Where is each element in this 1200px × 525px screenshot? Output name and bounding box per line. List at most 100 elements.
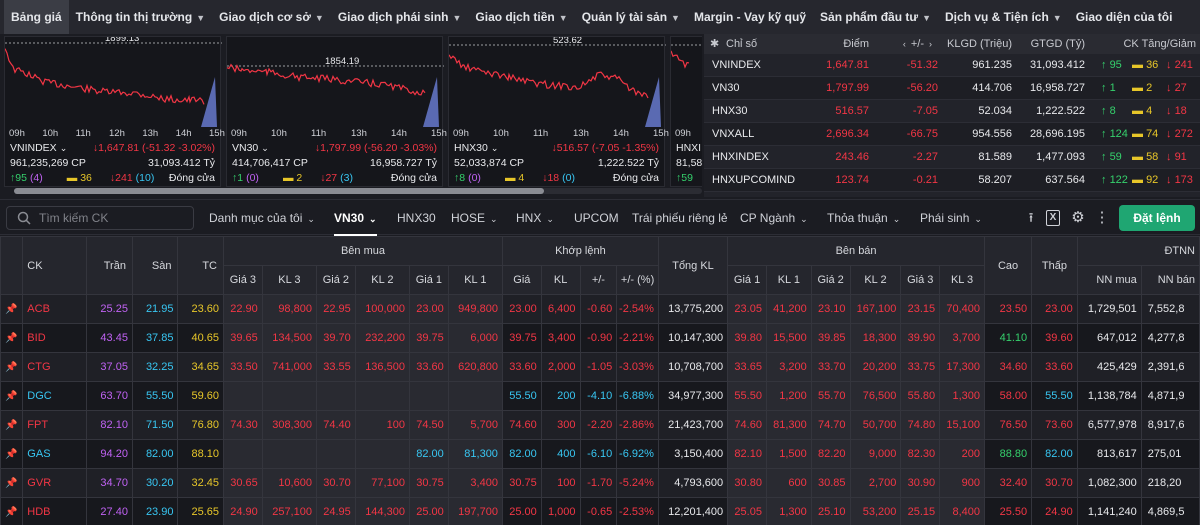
bid-v1-cell[interactable]: 197,700 bbox=[447, 497, 503, 525]
nav-item-8[interactable]: Dịch vụ & Tiện ích ▼ bbox=[938, 0, 1069, 34]
upload-icon[interactable]: ⭱ bbox=[1028, 210, 1034, 225]
bid-b2-cell[interactable]: 33.55 bbox=[315, 352, 356, 382]
ask-av3-cell[interactable]: 1,300 bbox=[939, 381, 985, 411]
bid-b1-cell[interactable]: 23.00 bbox=[408, 294, 449, 324]
bid-v3-cell[interactable] bbox=[261, 439, 317, 469]
tab-4[interactable]: HNX ⌄ bbox=[516, 200, 554, 236]
search-input[interactable]: Tìm kiếm CK bbox=[6, 206, 194, 230]
bid-v1-cell[interactable]: 949,800 bbox=[447, 294, 503, 324]
tab-0[interactable]: Danh mục của tôi ⌄ bbox=[209, 200, 315, 236]
bid-b2-cell[interactable]: 39.70 bbox=[315, 323, 356, 353]
symbol-cell[interactable]: CTG bbox=[22, 352, 88, 382]
chevron-down-icon[interactable]: ⌄ bbox=[490, 143, 499, 153]
nav-item-2[interactable]: Giao dịch cơ sở ▼ bbox=[212, 0, 331, 34]
bid-b3-cell[interactable]: 22.90 bbox=[222, 294, 263, 324]
ask-a1-cell[interactable]: 74.60 bbox=[727, 410, 767, 440]
nav-item-7[interactable]: Sản phẩm đầu tư ▼ bbox=[813, 0, 938, 34]
ask-a3-cell[interactable]: 39.90 bbox=[900, 323, 941, 353]
bid-v3-cell[interactable]: 741,000 bbox=[261, 352, 317, 382]
bid-v3-cell[interactable] bbox=[261, 381, 317, 411]
ask-a3-cell[interactable]: 33.75 bbox=[900, 352, 941, 382]
bid-v2-cell[interactable]: 100,000 bbox=[354, 294, 410, 324]
bid-b1-cell[interactable]: 30.75 bbox=[408, 468, 449, 498]
nav-item-5[interactable]: Quản lý tài sản ▼ bbox=[575, 0, 687, 34]
index-row-vn30[interactable]: VN30 1,797.99 -56.20 414.706 16,958.727 ↑ 1 ▬ … bbox=[704, 77, 1200, 100]
nav-item-4[interactable]: Giao dịch tiền ▼ bbox=[468, 0, 574, 34]
ask-av3-cell[interactable]: 17,300 bbox=[939, 352, 985, 382]
chart-card-vn30[interactable]: 1854.19 09h 10h 11h 13h 14h 15h VN30 ⌄ ↓1,797.99(… bbox=[226, 36, 447, 187]
bid-b3-cell[interactable]: 24.90 bbox=[222, 497, 263, 525]
table-row[interactable]: 📌 DGC 63.70 55.50 59.60 55.50 200 -4.10 -6.88% 34… bbox=[0, 381, 1200, 411]
tab-3[interactable]: HOSE ⌄ bbox=[451, 200, 498, 236]
ask-av2-cell[interactable]: 50,700 bbox=[849, 410, 902, 440]
excel-icon[interactable]: X bbox=[1046, 210, 1060, 226]
bid-v1-cell[interactable]: 81,300 bbox=[447, 439, 503, 469]
index-row-hnxindex[interactable]: HNXINDEX 243.46 -2.27 81.589 1,477.093 ↑ 59 ▬ … bbox=[704, 146, 1200, 169]
bid-b1-cell[interactable] bbox=[408, 381, 449, 411]
pin-icon[interactable]: 📌 bbox=[0, 323, 24, 353]
ask-av3-cell[interactable]: 200 bbox=[939, 439, 985, 469]
ask-a2-cell[interactable]: 39.85 bbox=[810, 323, 851, 353]
bid-v2-cell[interactable]: 77,100 bbox=[354, 468, 410, 498]
ask-av1-cell[interactable]: 1,300 bbox=[765, 497, 812, 525]
chart-card-vnindex[interactable]: 1899.13 09h 10h 11h 12h 13h 14h 15h VNINDEX ⌄ ↓1,6… bbox=[4, 36, 225, 187]
pin-icon[interactable]: 📌 bbox=[0, 352, 24, 382]
table-row[interactable]: 📌 HDB 27.40 23.90 25.65 24.90 257,100 24.95 144,… bbox=[0, 497, 1200, 525]
bid-b2-cell[interactable] bbox=[315, 439, 356, 469]
bid-b3-cell[interactable]: 30.65 bbox=[222, 468, 263, 498]
place-order-button[interactable]: Đặt lệnh bbox=[1119, 205, 1195, 231]
pin-icon[interactable]: 📌 bbox=[0, 381, 24, 411]
nav-item-6[interactable]: Margin - Vay kỹ quỹ bbox=[687, 0, 813, 34]
charts-scrollbar[interactable] bbox=[14, 188, 702, 194]
tab-8[interactable]: Thỏa thuận ⌄ bbox=[827, 200, 900, 236]
ask-a3-cell[interactable]: 23.15 bbox=[900, 294, 941, 324]
tab-7[interactable]: CP Ngành ⌄ bbox=[740, 200, 808, 236]
bid-b1-cell[interactable]: 82.00 bbox=[408, 439, 449, 469]
ask-av3-cell[interactable]: 70,400 bbox=[939, 294, 985, 324]
ask-a2-cell[interactable]: 33.70 bbox=[810, 352, 851, 382]
nav-item-0[interactable]: Bảng giá bbox=[4, 0, 69, 34]
ask-a1-cell[interactable]: 39.80 bbox=[727, 323, 767, 353]
symbol-cell[interactable]: FPT bbox=[22, 410, 88, 440]
tab-1[interactable]: VN30 ⌄ bbox=[334, 200, 377, 236]
table-row[interactable]: 📌 FPT 82.10 71.50 76.80 74.30 308,300 74.40 100 7… bbox=[0, 410, 1200, 440]
index-row-hnx30[interactable]: HNX30 516.57 -7.05 52.034 1,222.522 ↑ 8 ▬ 4 ↓ 1… bbox=[704, 100, 1200, 123]
nav-item-3[interactable]: Giao dịch phái sinh ▼ bbox=[331, 0, 469, 34]
header-settings-icon[interactable]: ✱ bbox=[710, 38, 720, 50]
tab-2[interactable]: HNX30 bbox=[397, 200, 436, 236]
ask-av1-cell[interactable]: 1,200 bbox=[765, 381, 812, 411]
tab-6[interactable]: Trái phiếu riêng lẻ bbox=[632, 200, 728, 236]
bid-v1-cell[interactable] bbox=[447, 381, 503, 411]
nav-item-9[interactable]: Giao diện của tôi bbox=[1069, 0, 1180, 34]
ask-av1-cell[interactable]: 600 bbox=[765, 468, 812, 498]
pin-icon[interactable]: 📌 bbox=[0, 439, 24, 469]
tab-5[interactable]: UPCOM bbox=[574, 200, 619, 236]
ask-av2-cell[interactable]: 20,200 bbox=[849, 352, 902, 382]
table-row[interactable]: 📌 BID 43.45 37.85 40.65 39.65 134,500 39.70 232,… bbox=[0, 323, 1200, 353]
ask-a2-cell[interactable]: 25.10 bbox=[810, 497, 851, 525]
chart-card-hnx30[interactable]: 523.62 09h 10h 11h 13h 14h 15h HNX30 ⌄ ↓516.57 (-7… bbox=[448, 36, 669, 187]
tab-9[interactable]: Phái sinh ⌄ bbox=[920, 200, 982, 236]
bid-b3-cell[interactable]: 33.50 bbox=[222, 352, 263, 382]
table-row[interactable]: 📌 GVR 34.70 30.20 32.45 30.65 10,600 30.70 77,10… bbox=[0, 468, 1200, 498]
nav-item-1[interactable]: Thông tin thị trường ▼ bbox=[69, 0, 212, 34]
symbol-cell[interactable]: DGC bbox=[22, 381, 88, 411]
ask-a1-cell[interactable]: 33.65 bbox=[727, 352, 767, 382]
charts-scroll-thumb[interactable] bbox=[14, 188, 544, 194]
symbol-cell[interactable]: GVR bbox=[22, 468, 88, 498]
symbol-cell[interactable]: ACB bbox=[22, 294, 88, 324]
bid-b1-cell[interactable]: 74.50 bbox=[408, 410, 449, 440]
bid-b1-cell[interactable]: 25.00 bbox=[408, 497, 449, 525]
ask-av2-cell[interactable]: 2,700 bbox=[849, 468, 902, 498]
ask-a3-cell[interactable]: 74.80 bbox=[900, 410, 941, 440]
ask-av2-cell[interactable]: 53,200 bbox=[849, 497, 902, 525]
table-row[interactable]: 📌 GAS 94.20 82.00 88.10 82.00 81,300 82.00 400 -6… bbox=[0, 439, 1200, 469]
bid-v2-cell[interactable] bbox=[354, 381, 410, 411]
bid-b3-cell[interactable] bbox=[222, 439, 263, 469]
symbol-cell[interactable]: GAS bbox=[22, 439, 88, 469]
bid-b1-cell[interactable]: 33.60 bbox=[408, 352, 449, 382]
chart-card-hnxi[interactable]: 09h HNXI⌄↓81,58 ↑59 bbox=[670, 36, 702, 187]
ask-av3-cell[interactable]: 900 bbox=[939, 468, 985, 498]
ask-av2-cell[interactable]: 9,000 bbox=[849, 439, 902, 469]
ask-a1-cell[interactable]: 82.10 bbox=[727, 439, 767, 469]
